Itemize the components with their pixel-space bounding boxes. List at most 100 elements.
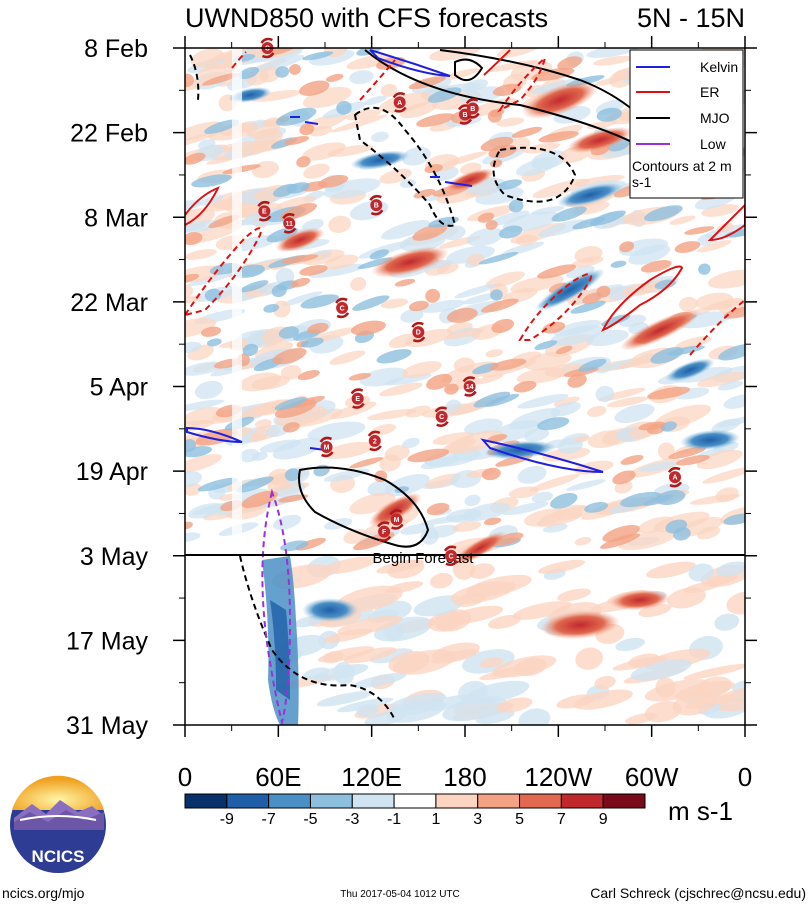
contour-line <box>231 51 247 69</box>
colorbar: -9 -7 -5 -3 -1 1 3 5 7 9 <box>184 793 646 828</box>
x-tick-label: 120W <box>524 762 592 792</box>
contour-line <box>239 555 396 721</box>
storm-marker: 11 <box>282 213 297 234</box>
colorbar-label: 9 <box>599 811 608 828</box>
storm-marker: M <box>319 436 334 458</box>
colorbar-swatch <box>393 793 437 809</box>
footer-url: ncics.org/mjo <box>2 885 85 901</box>
x-tick-label: 180 <box>443 762 486 792</box>
wind-anomaly-field <box>185 48 745 725</box>
storm-label: A <box>672 475 677 482</box>
storm-marker: A <box>392 92 407 113</box>
colorbar-label: -5 <box>303 811 317 828</box>
storm-label: C <box>439 414 444 421</box>
contour-line <box>497 55 547 113</box>
contour-line <box>480 438 604 473</box>
contour-line <box>185 227 262 317</box>
y-tick-label: 5 Apr <box>90 374 148 402</box>
storm-label: C <box>265 46 270 53</box>
contour-line <box>689 299 745 356</box>
colorbar-label: -7 <box>262 811 276 828</box>
colorbar-units: m s-1 <box>668 796 733 826</box>
contour-line <box>444 181 473 187</box>
contour-line <box>492 146 577 203</box>
colorbar-label: 3 <box>473 811 482 828</box>
storm-marker: C <box>434 406 449 427</box>
contour-line <box>186 426 243 443</box>
contour-line <box>439 49 651 126</box>
storm-label: B <box>374 203 379 210</box>
x-tick-label: 60W <box>625 762 679 792</box>
legend-er: ER <box>700 84 719 100</box>
storm-label: F <box>382 529 387 536</box>
storm-label: M <box>324 444 330 451</box>
colorbar-swatch <box>602 793 646 809</box>
storm-label: 2 <box>373 438 377 445</box>
legend-kelvin: Kelvin <box>700 59 738 75</box>
x-tick-label: 120E <box>341 762 402 792</box>
storm-marker: C <box>443 545 459 566</box>
storm-label: E <box>355 396 360 403</box>
colorbar-swatch <box>268 793 311 809</box>
storm-label: B <box>462 112 467 119</box>
storm-marker: B <box>369 194 384 216</box>
colorbar-label: 1 <box>431 811 440 828</box>
contour-line <box>185 186 221 226</box>
legend-mjo: MJO <box>700 110 730 126</box>
storm-label: A <box>397 100 402 107</box>
storm-marker: E <box>350 388 365 409</box>
contour-line <box>369 49 451 77</box>
colorbar-label: -1 <box>387 811 401 828</box>
colorbar-swatch <box>184 793 228 809</box>
y-tick-label: 8 Mar <box>84 204 148 232</box>
legend-note: Contours at 2 m s-1 <box>632 158 732 190</box>
storm-marker: M <box>389 509 404 530</box>
storm-marker: C <box>335 297 350 319</box>
contour-line <box>353 106 457 227</box>
colorbar-swatch <box>226 793 270 809</box>
colorbar-swatch <box>309 793 353 809</box>
colorbar-label: -9 <box>220 811 234 828</box>
y-tick-label: 3 May <box>80 543 149 571</box>
y-tick-label: 8 Feb <box>84 35 148 63</box>
y-tick-label: 19 Apr <box>76 458 148 486</box>
storm-marker: F <box>377 521 392 542</box>
legend: Kelvin ER MJO Low Contours at 2 m s-1 <box>629 49 744 199</box>
contour-line <box>483 49 511 76</box>
y-tick-label: 17 May <box>66 627 148 655</box>
colorbar-swatch <box>560 793 604 809</box>
contour-line <box>600 265 684 332</box>
chart-title: UWND850 with CFS forecasts <box>185 3 548 33</box>
contour-line <box>364 49 641 147</box>
logo-text: NCICS <box>32 847 85 866</box>
x-axis-labels: 0 60E 120E 180 120W 60W 0 <box>178 762 752 792</box>
x-tick-label: 0 <box>738 762 752 792</box>
storm-marker: D <box>411 321 426 343</box>
storm-label: B <box>470 106 475 113</box>
axis-ticks <box>173 36 757 737</box>
footer-timestamp: Thu 2017-05-04 1012 UTC <box>340 889 460 900</box>
y-tick-label: 31 May <box>66 712 148 740</box>
contour-line <box>518 273 592 341</box>
y-axis-labels: 8 Feb 22 Feb 8 Mar 22 Mar 5 Apr 19 Apr 3 May 17… <box>66 35 148 740</box>
storm-label: 11 <box>286 221 294 228</box>
colorbar-label: 7 <box>557 811 566 828</box>
storm-marker: E <box>257 200 272 222</box>
colorbar-swatch <box>477 793 521 809</box>
x-tick-label: 60E <box>255 762 301 792</box>
filtered-contours <box>185 49 745 725</box>
contour-line <box>189 54 200 101</box>
contour-line <box>261 488 292 725</box>
contour-line <box>304 121 319 125</box>
footer-author: Carl Schreck (cjschrec@ncsu.edu) <box>590 885 806 901</box>
storm-label: E <box>262 209 267 216</box>
storm-marker: 14 <box>462 376 477 397</box>
forecast-label: Begin Forecast <box>373 550 475 567</box>
y-tick-label: 22 Mar <box>70 289 148 317</box>
storm-label: 14 <box>466 384 474 391</box>
x-tick-label: 0 <box>178 762 192 792</box>
colorbar-swatch <box>519 793 562 809</box>
legend-low: Low <box>700 136 727 152</box>
